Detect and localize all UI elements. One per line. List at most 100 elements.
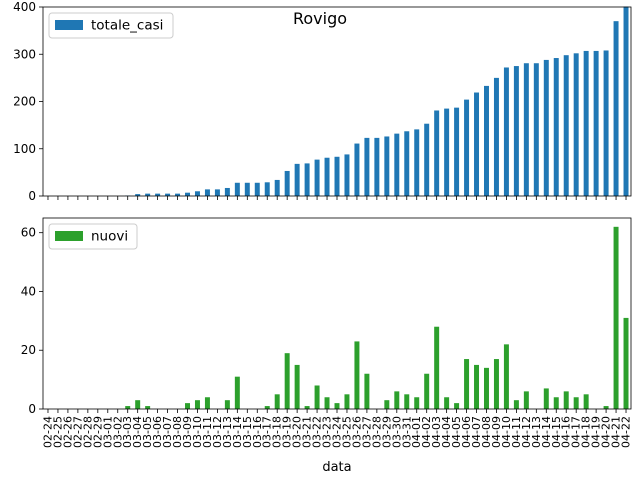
bar-totale_casi-04-08: [484, 85, 489, 196]
bar-totale_casi-03-22: [314, 159, 320, 196]
bar-nuovi-04-17: [573, 397, 579, 409]
x-tick-label: 03-20: [291, 416, 304, 448]
axes-frame: [42, 217, 632, 410]
y-tick-label: 200: [13, 95, 36, 109]
bar-totale_casi-04-14: [543, 59, 549, 196]
x-tick-label: 04-15: [550, 416, 563, 448]
bar-totale_casi-03-25: [344, 154, 350, 196]
x-tick-label: 03-31: [400, 416, 413, 448]
bar-totale_casi-04-10: [503, 67, 509, 196]
bar-nuovi-03-05: [145, 406, 151, 409]
bar-nuovi-03-20: [294, 364, 300, 409]
bar-nuovi-03-17: [264, 406, 270, 409]
x-tick-label: 03-13: [221, 416, 234, 448]
bar-totale_casi-04-12: [523, 63, 529, 197]
x-tick-label: 03-25: [340, 416, 353, 448]
bar-totale_casi-04-17: [573, 53, 579, 197]
bar-nuovi-04-10: [503, 344, 509, 409]
bar-totale_casi-03-23: [324, 157, 330, 196]
legend-label: nuovi: [91, 229, 128, 245]
x-tick-label: 03-14: [231, 416, 244, 448]
bar-totale_casi-04-04: [444, 108, 450, 196]
x-tick-label: 03-11: [201, 416, 214, 448]
bar-nuovi-04-08: [484, 367, 489, 409]
bar-nuovi-04-22: [623, 317, 629, 409]
bar-totale_casi-03-11: [204, 189, 210, 196]
x-tick-label: 04-09: [490, 416, 503, 448]
bar-totale_casi-03-20: [294, 163, 300, 196]
bar-totale_casi-03-21: [304, 163, 310, 196]
bar-totale_casi-03-14: [234, 182, 240, 196]
bar-nuovi-03-29: [384, 400, 390, 409]
bar-totale_casi-03-13: [224, 187, 230, 196]
x-tick-label: 03-17: [261, 416, 274, 448]
bar-totale_casi-03-19: [284, 170, 290, 196]
bar-nuovi-04-05: [454, 403, 460, 409]
x-tick-label: 04-04: [440, 416, 453, 448]
bar-nuovi-03-25: [344, 394, 350, 409]
x-tick-label: 02-25: [51, 416, 64, 448]
bar-totale_casi-03-24: [334, 156, 340, 196]
bar-nuovi-03-26: [354, 341, 360, 409]
bar-nuovi-04-04: [444, 397, 450, 409]
bar-totale_casi-03-12: [214, 189, 220, 196]
bar-totale_casi-03-30: [394, 133, 400, 196]
bar-nuovi-04-11: [513, 400, 519, 409]
x-tick-label: 03-10: [191, 416, 204, 448]
x-tick-label: 04-13: [530, 416, 543, 448]
x-tick-label: 02-29: [91, 416, 104, 448]
legend-box: [48, 12, 174, 39]
bar-nuovi-03-19: [284, 353, 290, 409]
bar-nuovi-03-11: [204, 397, 210, 409]
x-tick-label: 04-17: [570, 416, 583, 448]
x-tick-label: 02-27: [71, 416, 84, 448]
x-tick-label: 04-03: [430, 416, 443, 448]
bar-nuovi-03-27: [364, 373, 370, 409]
x-tick-label: 03-27: [360, 416, 373, 448]
bar-totale_casi-03-15: [244, 182, 250, 196]
bar-nuovi-03-31: [404, 394, 410, 409]
x-tick-label: 03-24: [331, 416, 344, 448]
bar-totale_casi-04-15: [553, 58, 559, 196]
x-tick-label: 04-16: [560, 416, 573, 448]
legend-box: [48, 223, 138, 250]
x-tick-label: 03-08: [171, 416, 184, 448]
bar-totale_casi-04-22: [623, 6, 629, 197]
bar-totale_casi-04-11: [513, 66, 519, 196]
legend-swatch: [55, 231, 83, 241]
y-tick-label: 400: [13, 0, 36, 14]
x-tick-label: 03-30: [390, 416, 403, 448]
bar-nuovi-04-20: [603, 406, 609, 409]
bar-nuovi-04-21: [613, 226, 619, 409]
bar-totale_casi-04-20: [603, 50, 609, 196]
x-tick-label: 04-14: [540, 416, 553, 448]
x-tick-label: 03-19: [281, 416, 294, 448]
x-tick-label: 03-23: [321, 416, 334, 448]
y-tick-label: 20: [21, 343, 36, 357]
x-tick-label: 04-08: [480, 416, 493, 448]
bar-nuovi-04-16: [563, 391, 569, 409]
bar-nuovi-04-02: [424, 373, 430, 409]
bar-nuovi-03-24: [334, 403, 340, 409]
x-tick-label: 03-22: [311, 416, 324, 448]
x-tick-label: 03-12: [211, 416, 224, 448]
bar-totale_casi-03-27: [364, 137, 370, 196]
bar-totale_casi-03-10: [194, 191, 200, 196]
x-tick-label: 03-15: [241, 416, 254, 448]
bar-nuovi-03-13: [224, 400, 230, 409]
x-tick-label: 03-05: [141, 416, 154, 448]
bar-totale_casi-03-29: [384, 136, 390, 196]
bar-totale_casi-04-09: [493, 77, 499, 197]
x-tick-label: 03-29: [380, 416, 393, 448]
x-tick-label: 04-19: [590, 416, 603, 448]
x-tick-label: 02-26: [61, 416, 74, 448]
x-tick-label: 04-18: [580, 416, 593, 448]
bar-nuovi-04-01: [414, 397, 420, 409]
bar-totale_casi-04-18: [583, 50, 589, 196]
y-tick-label: 60: [21, 226, 36, 240]
y-tick-label: 0: [28, 189, 36, 203]
bar-totale_casi-04-05: [454, 107, 460, 196]
bar-totale_casi-04-03: [434, 110, 440, 196]
legend-label: totale_casi: [91, 18, 163, 34]
bar-totale_casi-03-08: [175, 193, 181, 196]
